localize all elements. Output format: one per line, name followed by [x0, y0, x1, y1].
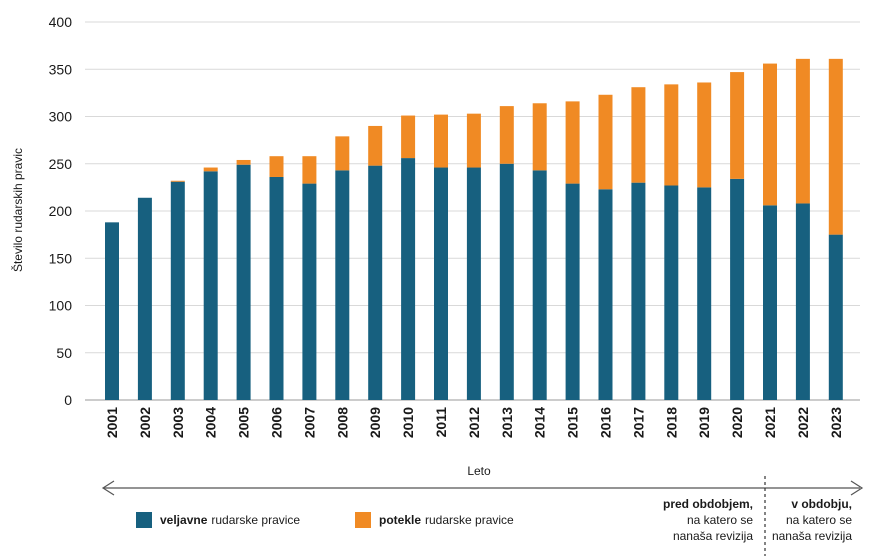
x-tick-label: 2002: [137, 407, 153, 438]
bar-expired: [401, 115, 416, 159]
bar-valid: [401, 158, 416, 400]
legend-label-expired: rudarske pravice: [425, 513, 514, 527]
x-axis-ticks: 2001 2002 2003 2004 2005 2006 2007 2008 2009 2010…: [104, 407, 844, 438]
legend-label-valid: rudarske pravice: [211, 513, 301, 527]
bars: [105, 58, 843, 400]
bar-expired: [828, 58, 843, 235]
bar-valid: [828, 234, 843, 400]
x-tick-label: 2005: [236, 407, 252, 438]
y-tick-label: 400: [49, 14, 73, 30]
bar-valid: [499, 163, 514, 400]
x-tick-label: 2023: [828, 407, 844, 438]
period-before-line3: nanaša revizija: [672, 529, 753, 543]
bar-valid: [335, 170, 350, 400]
bar-valid: [664, 185, 679, 400]
bar-valid: [269, 176, 284, 400]
period-during-line3: nanaša revizija: [771, 529, 852, 543]
bar-expired: [763, 63, 777, 206]
bar-valid: [795, 203, 810, 400]
bar-valid: [137, 197, 152, 400]
bar-expired: [335, 136, 350, 171]
x-tick-label: 2016: [598, 407, 614, 438]
y-tick-label: 0: [64, 392, 72, 408]
y-tick-label: 300: [49, 109, 73, 125]
bar-expired: [565, 101, 580, 184]
legend-swatch-valid: [136, 512, 152, 528]
x-tick-label: 2019: [696, 407, 712, 438]
x-tick-label: 2011: [433, 407, 449, 438]
bar-valid: [466, 167, 481, 400]
x-tick-label: 2017: [630, 407, 646, 438]
bar-valid: [203, 171, 218, 400]
bar-expired: [664, 84, 679, 186]
bar-expired: [532, 103, 547, 171]
bar-valid: [532, 170, 547, 400]
bar-expired: [269, 156, 284, 177]
period-during-line2: na katero se: [785, 513, 852, 527]
x-tick-label: 2010: [400, 407, 416, 438]
x-tick-label: 2022: [795, 407, 811, 438]
period-during-label: v obdobju, na katero se nanaša revizija: [772, 496, 852, 544]
x-tick-label: 2007: [301, 407, 317, 438]
bar-valid: [730, 178, 745, 400]
bar-valid: [434, 167, 448, 400]
y-tick-label: 250: [49, 156, 73, 172]
bar-expired: [697, 82, 712, 188]
x-tick-label: 2006: [269, 407, 285, 438]
x-tick-label: 2020: [729, 407, 745, 438]
legend-item-expired: potekle rudarske pravice: [355, 512, 514, 528]
y-axis-label: Število rudarskih pravic: [10, 148, 25, 272]
x-tick-label: 2009: [367, 407, 383, 438]
bar-expired: [302, 156, 317, 184]
x-axis-label: Leto: [467, 464, 491, 478]
period-before-line2: na katero se: [686, 513, 753, 527]
period-before-line1: pred obdobjem,: [663, 497, 753, 511]
x-tick-label: 2012: [466, 407, 482, 438]
legend-swatch-expired: [355, 512, 371, 528]
legend-label-valid-bold: veljavne: [160, 513, 208, 527]
y-tick-label: 100: [49, 298, 73, 314]
bar-expired: [598, 94, 613, 190]
bar-expired: [368, 125, 383, 166]
x-tick-label: 2004: [203, 407, 219, 438]
x-tick-label: 2015: [565, 407, 581, 438]
period-arrow: [101, 480, 864, 496]
y-tick-label: 350: [49, 61, 73, 77]
bar-valid: [598, 189, 613, 400]
bar-expired: [203, 167, 218, 172]
bar-expired: [434, 114, 448, 168]
bar-valid: [302, 183, 317, 400]
y-tick-label: 150: [49, 250, 73, 266]
bar-valid: [697, 187, 712, 400]
bar-valid: [105, 222, 119, 400]
bar-valid: [368, 165, 383, 400]
bar-expired: [466, 113, 481, 168]
bar-expired: [795, 58, 810, 204]
x-tick-label: 2014: [532, 407, 548, 438]
x-tick-label: 2008: [334, 407, 350, 438]
bar-valid: [236, 164, 251, 400]
x-tick-label: 2021: [762, 407, 778, 438]
bar-valid: [763, 205, 777, 400]
x-tick-label: 2018: [663, 407, 679, 438]
bar-expired: [730, 72, 745, 179]
x-tick-label: 2013: [499, 407, 515, 438]
x-tick-label: 2003: [170, 407, 186, 438]
period-during-line1: v obdobju,: [791, 497, 852, 511]
bar-expired: [499, 106, 514, 164]
bar-expired: [170, 180, 185, 182]
x-tick-label: 2001: [104, 407, 120, 438]
legend-item-valid: veljavne rudarske pravice: [136, 512, 300, 528]
y-tick-label: 200: [49, 203, 73, 219]
bar-valid: [631, 182, 646, 400]
period-before-label: pred obdobjem, na katero se nanaša reviz…: [663, 496, 753, 544]
bar-valid: [565, 183, 580, 400]
bar-valid: [170, 181, 185, 400]
bar-expired: [631, 87, 646, 183]
bar-expired: [236, 159, 251, 165]
y-axis-ticks: 0 50 100 150 200 250 300 350 400: [49, 14, 73, 408]
legend-label-expired-bold: potekle: [379, 513, 422, 527]
y-tick-label: 50: [56, 345, 72, 361]
